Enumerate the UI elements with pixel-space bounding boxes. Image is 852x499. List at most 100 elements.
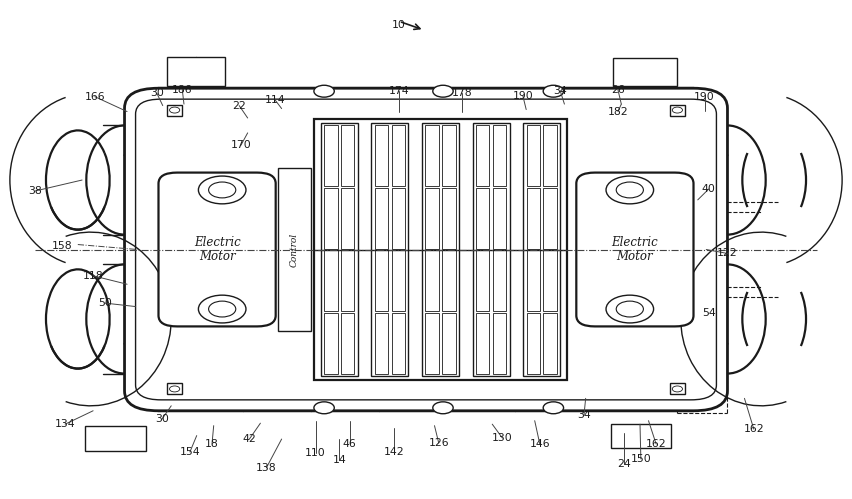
Text: 14: 14	[332, 456, 346, 466]
Text: 34: 34	[577, 410, 590, 420]
Bar	[476, 250, 489, 311]
Bar	[473, 123, 509, 376]
Circle shape	[672, 386, 682, 392]
Bar	[375, 250, 389, 311]
Bar	[425, 188, 439, 249]
Bar	[324, 188, 337, 249]
Bar	[527, 250, 540, 311]
Text: 178: 178	[452, 88, 472, 98]
Text: 150: 150	[630, 454, 651, 464]
Text: 38: 38	[28, 186, 43, 196]
Bar	[84, 426, 146, 452]
Text: 190: 190	[694, 92, 715, 102]
Bar	[492, 188, 506, 249]
Bar	[527, 125, 540, 186]
Text: 134: 134	[55, 419, 75, 429]
Bar	[324, 313, 337, 374]
Text: 162: 162	[744, 424, 764, 434]
Bar	[375, 313, 389, 374]
Text: 24: 24	[617, 459, 630, 469]
Bar	[492, 313, 506, 374]
Text: 162: 162	[646, 439, 666, 449]
Circle shape	[209, 182, 236, 198]
Bar	[425, 125, 439, 186]
Bar	[544, 250, 556, 311]
Text: 130: 130	[492, 433, 513, 443]
Circle shape	[199, 176, 246, 204]
Bar	[425, 313, 439, 374]
Circle shape	[433, 402, 453, 414]
Bar	[341, 125, 354, 186]
Circle shape	[544, 402, 563, 414]
Bar	[442, 313, 456, 374]
Bar	[442, 250, 456, 311]
Text: 126: 126	[429, 438, 449, 448]
Bar	[611, 424, 671, 448]
Bar	[527, 313, 540, 374]
Bar	[167, 383, 182, 394]
Circle shape	[616, 301, 643, 317]
Bar	[476, 125, 489, 186]
Text: 166: 166	[84, 92, 105, 102]
Text: 40: 40	[702, 184, 716, 194]
Text: 190: 190	[512, 91, 533, 101]
Bar	[442, 188, 456, 249]
Text: 10: 10	[392, 20, 406, 30]
Circle shape	[616, 182, 643, 198]
Text: 154: 154	[180, 447, 200, 457]
FancyBboxPatch shape	[158, 173, 276, 326]
Bar	[476, 313, 489, 374]
Text: 170: 170	[231, 140, 251, 150]
Bar	[392, 125, 405, 186]
Text: 50: 50	[98, 298, 112, 308]
Bar	[167, 57, 225, 86]
Text: Electric
Motor: Electric Motor	[612, 236, 659, 263]
Text: 142: 142	[383, 447, 404, 457]
Bar	[492, 250, 506, 311]
Bar	[527, 188, 540, 249]
Bar	[341, 250, 354, 311]
Bar	[670, 383, 685, 394]
Bar	[371, 123, 408, 376]
Text: 18: 18	[205, 439, 219, 449]
Text: 186: 186	[172, 85, 193, 95]
Text: 146: 146	[529, 439, 550, 449]
Circle shape	[209, 301, 236, 317]
Bar	[442, 125, 456, 186]
Bar	[476, 188, 489, 249]
Bar	[167, 105, 182, 116]
Text: 34: 34	[553, 86, 567, 96]
Text: 122: 122	[717, 249, 738, 258]
Text: 118: 118	[83, 271, 103, 281]
Text: Electric
Motor: Electric Motor	[193, 236, 240, 263]
Circle shape	[606, 176, 653, 204]
Circle shape	[544, 85, 563, 97]
FancyBboxPatch shape	[576, 173, 694, 326]
Text: 174: 174	[389, 86, 409, 96]
Text: 182: 182	[607, 107, 628, 117]
Text: 22: 22	[233, 101, 246, 111]
Text: 26: 26	[611, 85, 625, 95]
Bar	[279, 168, 310, 331]
Circle shape	[170, 386, 180, 392]
Bar	[392, 313, 405, 374]
Circle shape	[433, 85, 453, 97]
Text: Control: Control	[290, 233, 299, 266]
Bar	[670, 105, 685, 116]
Bar	[320, 123, 358, 376]
Bar	[341, 313, 354, 374]
Bar	[375, 188, 389, 249]
Text: 158: 158	[52, 241, 72, 250]
Bar	[613, 58, 676, 86]
Text: 114: 114	[264, 95, 285, 105]
Bar	[544, 188, 556, 249]
Text: 138: 138	[256, 463, 277, 473]
Bar	[544, 125, 556, 186]
Bar	[425, 250, 439, 311]
Circle shape	[170, 107, 180, 113]
Bar	[492, 125, 506, 186]
Circle shape	[672, 107, 682, 113]
Bar	[324, 250, 337, 311]
Bar	[523, 123, 560, 376]
Text: 54: 54	[702, 307, 716, 317]
